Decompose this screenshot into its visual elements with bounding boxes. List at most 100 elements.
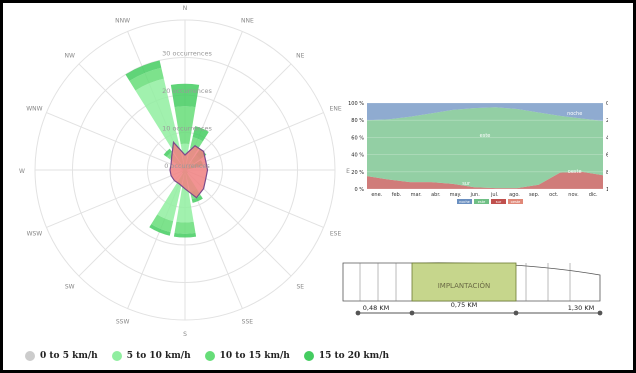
radial-label: 0 occurrences bbox=[164, 162, 210, 170]
x-tick-label: ene. bbox=[371, 192, 382, 198]
rose-bar bbox=[173, 232, 197, 238]
grid-spoke bbox=[46, 169, 186, 228]
legend-swatch bbox=[25, 351, 35, 361]
legend-chip-label: sur bbox=[496, 200, 502, 204]
direction-label: NNE bbox=[241, 17, 254, 24]
implantation-region bbox=[411, 262, 517, 302]
legend-chip-label: noche bbox=[459, 200, 470, 204]
x-tick-label: mar. bbox=[411, 192, 423, 198]
distance-marker bbox=[513, 310, 519, 316]
wind-rose-chart: N NNE NE ENE E ESE SE SSE S SSW SW WSW W WNW NW NNW 0 oc… bbox=[19, 5, 350, 338]
direction-label: W bbox=[19, 168, 25, 175]
rose-bar bbox=[151, 214, 174, 233]
legend-label: 0 to 5 km/h bbox=[40, 351, 98, 361]
x-tick-label: feb. bbox=[392, 192, 402, 198]
legend-chip-label: oeste bbox=[511, 200, 521, 204]
direction-label: E bbox=[346, 168, 350, 175]
x-tick-label: jul. bbox=[490, 192, 499, 198]
direction-label: ESE bbox=[330, 230, 342, 237]
direction-label: NNW bbox=[115, 17, 130, 24]
series-label: noche bbox=[567, 111, 582, 117]
monthly-area-chart: 100 % 80 % 60 % 40 % 20 % 0 % 0 % 20 % 40 % 60 % 8… bbox=[348, 101, 608, 204]
series-label: este bbox=[480, 133, 491, 139]
rose-bar bbox=[174, 221, 196, 234]
area-band bbox=[367, 171, 603, 189]
area-band bbox=[367, 103, 603, 122]
rose-bar bbox=[192, 126, 209, 142]
y-tick-label: 0 % bbox=[354, 187, 364, 193]
direction-label: NW bbox=[65, 53, 75, 60]
legend-item: 15 to 20 km/h bbox=[303, 351, 390, 361]
distance-diagram: IMPLANTACIÓN 0,48 KM 0,75 KM 1,30 KM bbox=[342, 262, 603, 316]
y2-tick-label: 80 % bbox=[606, 170, 608, 176]
series-label: oeste bbox=[568, 169, 582, 175]
x-tick-label: abr. bbox=[431, 192, 441, 198]
x-tick-label: ago. bbox=[509, 192, 520, 198]
radial-label: 20 occurrences bbox=[162, 87, 212, 95]
distance-marker bbox=[355, 310, 361, 316]
implantation-label: IMPLANTACIÓN bbox=[438, 281, 491, 290]
grid-spoke bbox=[184, 169, 324, 228]
direction-label: SW bbox=[65, 283, 75, 290]
rose-bar bbox=[191, 195, 203, 203]
y2-tick-label: 0 % bbox=[606, 101, 608, 107]
x-tick-label: nov. bbox=[568, 192, 579, 198]
grid-spoke bbox=[78, 169, 186, 277]
rose-bar bbox=[163, 148, 172, 157]
radial-label: 30 occurrences bbox=[162, 50, 212, 58]
legend-label: 5 to 10 km/h bbox=[126, 351, 191, 361]
rose-overlay-polygon bbox=[169, 140, 209, 199]
distance-label: 0,75 KM bbox=[451, 301, 477, 309]
direction-label: NE bbox=[296, 53, 304, 60]
y-tick-label: 60 % bbox=[351, 135, 364, 141]
direction-label: N bbox=[183, 5, 188, 12]
rose-bar bbox=[170, 83, 200, 108]
x-tick-label: may. bbox=[450, 192, 462, 198]
area-band bbox=[367, 107, 603, 189]
legend-swatch bbox=[111, 351, 122, 361]
radial-label: 10 occurrences bbox=[162, 125, 212, 133]
direction-label: S bbox=[183, 331, 187, 338]
legend-swatch bbox=[303, 351, 314, 361]
rose-bar bbox=[149, 224, 171, 236]
direction-label: WNW bbox=[26, 106, 42, 113]
direction-label: SE bbox=[296, 283, 304, 290]
legend-chip bbox=[491, 199, 506, 204]
legend-chip-label: este bbox=[478, 200, 486, 204]
legend-label: 10 to 15 km/h bbox=[219, 351, 290, 361]
direction-label: SSW bbox=[116, 319, 130, 326]
rose-bar bbox=[174, 106, 196, 145]
distance-marker bbox=[597, 310, 603, 316]
distance-label: 1,30 KM bbox=[568, 304, 594, 312]
distance-marker bbox=[409, 310, 415, 316]
rose-bar bbox=[125, 60, 162, 81]
grid-spoke bbox=[46, 112, 186, 171]
y-tick-label: 40 % bbox=[351, 153, 364, 159]
y2-tick-label: 20 % bbox=[606, 118, 608, 124]
y-tick-label: 20 % bbox=[351, 170, 364, 176]
series-label: sur bbox=[462, 181, 471, 187]
y2-tick-label: 40 % bbox=[606, 135, 608, 141]
distance-label: 0,48 KM bbox=[363, 304, 389, 312]
chart-legend: 0 to 5 km/h 5 to 10 km/h 10 to 15 km/h 1… bbox=[25, 347, 389, 365]
direction-label: WSW bbox=[27, 230, 43, 237]
legend-label: 15 to 20 km/h bbox=[318, 351, 390, 361]
legend-chip bbox=[474, 199, 489, 204]
grid-spoke bbox=[184, 112, 324, 171]
direction-label: ENE bbox=[330, 106, 342, 113]
y-tick-label: 100 % bbox=[348, 101, 364, 107]
legend-swatch bbox=[204, 351, 215, 361]
rose-bar bbox=[176, 170, 194, 223]
rose-bar bbox=[129, 67, 164, 91]
y2-tick-label: 100 % bbox=[606, 187, 608, 193]
legend-item: 0 to 5 km/h bbox=[25, 351, 98, 361]
x-tick-label: sep. bbox=[529, 192, 540, 198]
legend-item: 5 to 10 km/h bbox=[111, 351, 191, 361]
legend-item: 10 to 15 km/h bbox=[204, 351, 290, 361]
y-tick-label: 80 % bbox=[351, 118, 364, 124]
direction-label: SSE bbox=[242, 319, 254, 326]
legend-chip bbox=[457, 199, 472, 204]
x-tick-label: jun. bbox=[470, 192, 481, 198]
legend-chip bbox=[508, 199, 523, 204]
